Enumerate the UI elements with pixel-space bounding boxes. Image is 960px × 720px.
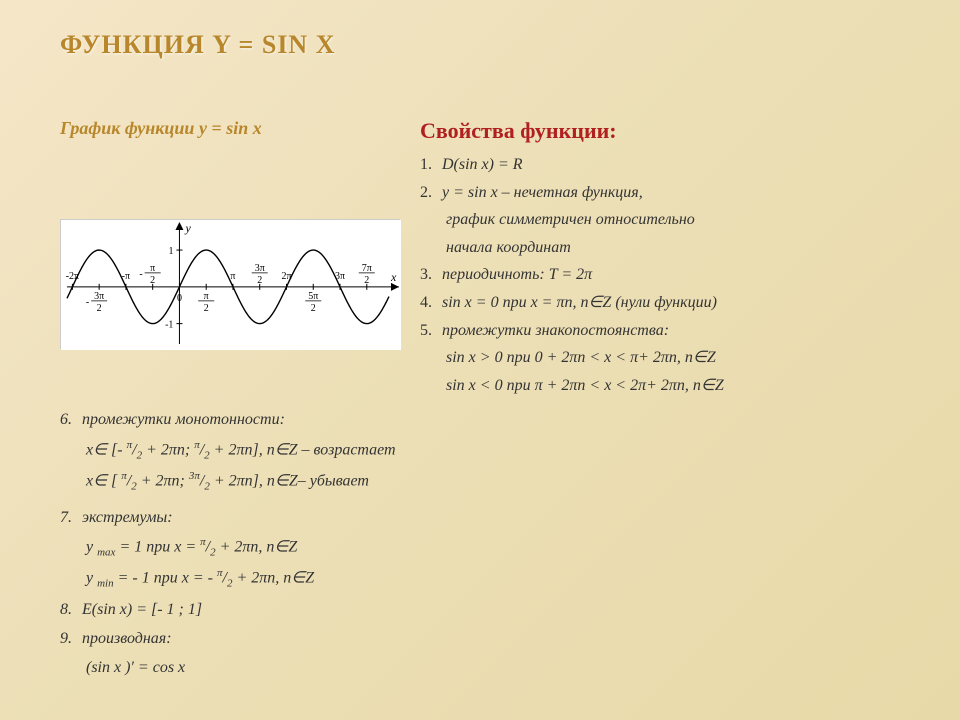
svg-text:π: π: [150, 263, 155, 274]
slide-title: ФУНКЦИЯ Y = SIN X: [60, 30, 920, 60]
prop-5b: sin x < 0 при π + 2πn < x < 2π+ 2πn, n∈Z: [420, 373, 920, 399]
svg-text:2: 2: [97, 303, 102, 314]
prop-7: 7.экстремумы:: [60, 504, 920, 531]
prop-6a: x∈ [- π/2 + 2πn; π/2 + 2πn], n∈Z – возра…: [60, 436, 920, 465]
left-column: График функции у = sin x yx1-1-2π-3π2-π-…: [60, 118, 400, 400]
prop-4: 4.sin x = 0 при x = πn, n∈Z (нули функци…: [420, 290, 920, 316]
prop-3: 3.периодичноть: T = 2π: [420, 262, 920, 288]
svg-text:7π: 7π: [362, 263, 372, 274]
prop-6: 6.промежутки монотонности:: [60, 406, 920, 433]
svg-text:1: 1: [168, 246, 173, 257]
prop-2: 2.у = sin x – нечетная функция,: [420, 180, 920, 206]
svg-text:y: y: [184, 221, 191, 235]
prop-5a: sin x > 0 при 0 + 2πn < x < π+ 2πn, n∈Z: [420, 345, 920, 371]
svg-text:5π: 5π: [308, 291, 318, 302]
prop-1: 1.D(sin x) = R: [420, 152, 920, 178]
prop-2c: начала координат: [420, 235, 920, 261]
prop-2b: график симметричен относительно: [420, 207, 920, 233]
properties-title: Свойства функции:: [420, 118, 920, 144]
columns: График функции у = sin x yx1-1-2π-3π2-π-…: [60, 118, 920, 400]
graph-box: yx1-1-2π-3π2-π-π20π2π3π22π5π23π7π2: [60, 219, 400, 349]
graph-caption: График функции у = sin x: [60, 118, 400, 139]
svg-text:2: 2: [364, 275, 369, 286]
svg-text:3π: 3π: [94, 291, 104, 302]
svg-text:π: π: [204, 291, 209, 302]
prop-6b: x∈ [ π/2 + 2πn; 3π/2 + 2πn], n∈Z– убывае…: [60, 467, 920, 496]
prop-7a: y max = 1 при x = π/2 + 2πn, n∈Z: [60, 533, 920, 562]
svg-text:3π: 3π: [255, 263, 265, 274]
svg-text:π: π: [230, 271, 235, 282]
slide-content: ФУНКЦИЯ Y = SIN X График функции у = sin…: [0, 0, 960, 703]
svg-text:-: -: [86, 297, 89, 308]
prop-7b: y min = - 1 при x = - π/2 + 2πn, n∈Z: [60, 564, 920, 593]
svg-text:0: 0: [177, 293, 182, 304]
right-column: Свойства функции: 1.D(sin x) = R 2.у = s…: [420, 118, 920, 400]
svg-text:2: 2: [150, 275, 155, 286]
svg-text:2: 2: [311, 303, 316, 314]
svg-text:-: -: [139, 269, 142, 280]
prop-5: 5.промежутки знакопостоянства:: [420, 318, 920, 344]
svg-text:2: 2: [257, 275, 262, 286]
prop-9a: (sin x )′ = cos x: [60, 654, 920, 681]
properties-list: 1.D(sin x) = R 2.у = sin x – нечетная фу…: [420, 152, 920, 398]
below-section: 6.промежутки монотонности: x∈ [- π/2 + 2…: [60, 406, 920, 681]
svg-text:x: x: [390, 270, 397, 284]
prop-8: 8.E(sin x) = [- 1 ; 1]: [60, 596, 920, 623]
prop-9: 9.производная:: [60, 625, 920, 652]
svg-text:-1: -1: [165, 320, 173, 331]
svg-text:2: 2: [204, 303, 209, 314]
sine-chart: yx1-1-2π-3π2-π-π20π2π3π22π5π23π7π2: [61, 220, 401, 350]
